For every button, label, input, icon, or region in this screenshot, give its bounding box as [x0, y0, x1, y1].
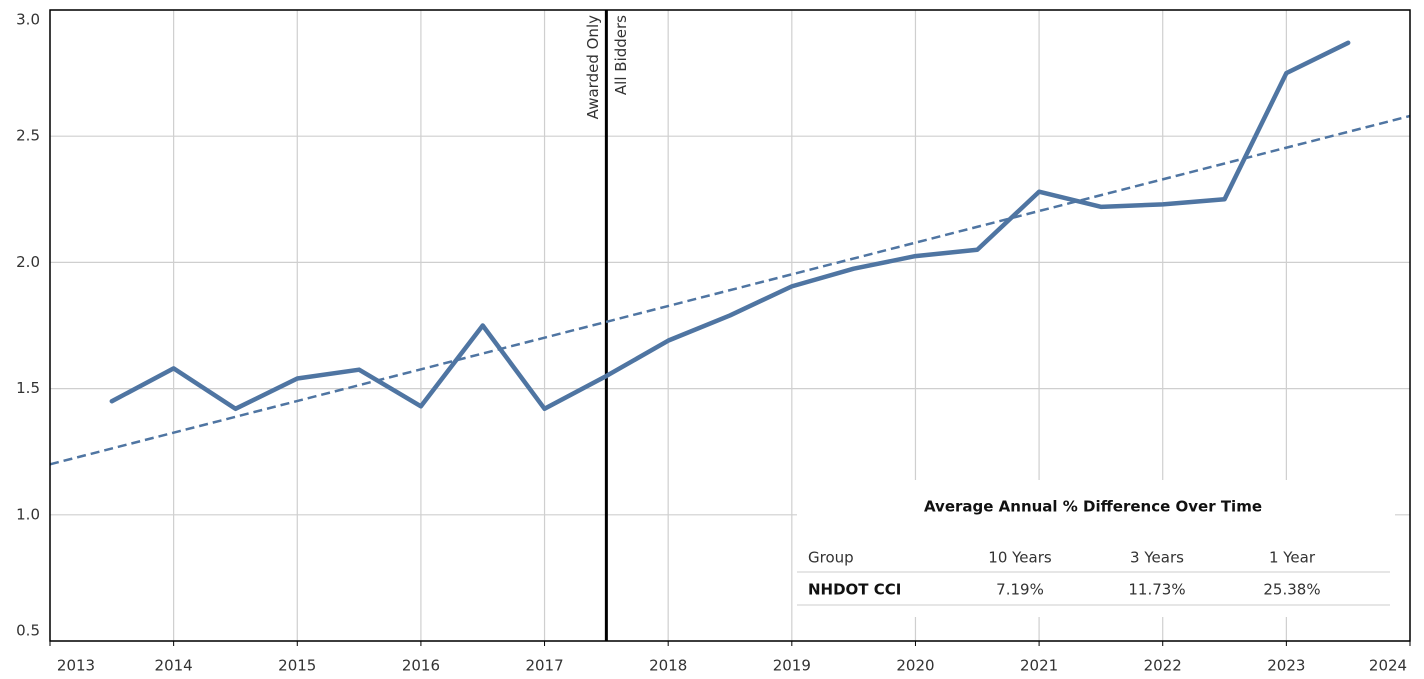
- trend-line: [49, 114, 1411, 466]
- table-header: 3 Years: [1130, 549, 1184, 567]
- table-cell: 11.73%: [1128, 581, 1185, 599]
- x-tick-label: 2017: [525, 657, 563, 675]
- x-tick-label: 2024: [1369, 657, 1407, 675]
- y-tick-label: 1.0: [16, 505, 40, 523]
- table-header: 1 Year: [1269, 549, 1316, 567]
- table-cell: 25.38%: [1263, 581, 1320, 599]
- reference-label: All Bidders: [612, 15, 630, 95]
- table-title: Average Annual % Difference Over Time: [924, 498, 1262, 516]
- x-tick-label: 2020: [896, 657, 934, 675]
- x-tick-label: 2022: [1144, 657, 1182, 675]
- y-tick-label: 1.5: [16, 379, 40, 397]
- y-tick-label: 2.5: [16, 127, 40, 145]
- x-tick-label: 2013: [57, 657, 95, 675]
- reference-label: Awarded Only: [584, 15, 602, 120]
- x-tick-label: 2019: [773, 657, 811, 675]
- x-tick-label: 2023: [1267, 657, 1305, 675]
- data-line: [109, 40, 1351, 412]
- y-tick-label: 0.5: [16, 622, 40, 640]
- y-tick-label: 2.0: [16, 253, 40, 271]
- x-tick-label: 2018: [649, 657, 687, 675]
- x-tick-label: 2014: [155, 657, 193, 675]
- plot-frame: [49, 9, 1411, 642]
- table-header: Group: [808, 549, 854, 567]
- x-tick-label: 2015: [278, 657, 316, 675]
- table-cell: 7.19%: [996, 581, 1044, 599]
- table-cell: NHDOT CCI: [808, 581, 901, 599]
- table-header: 10 Years: [988, 549, 1052, 567]
- y-tick-label: 3.0: [16, 11, 40, 29]
- table-panel: [797, 480, 1395, 617]
- x-tick-label: 2021: [1020, 657, 1058, 675]
- x-tick-label: 2016: [402, 657, 440, 675]
